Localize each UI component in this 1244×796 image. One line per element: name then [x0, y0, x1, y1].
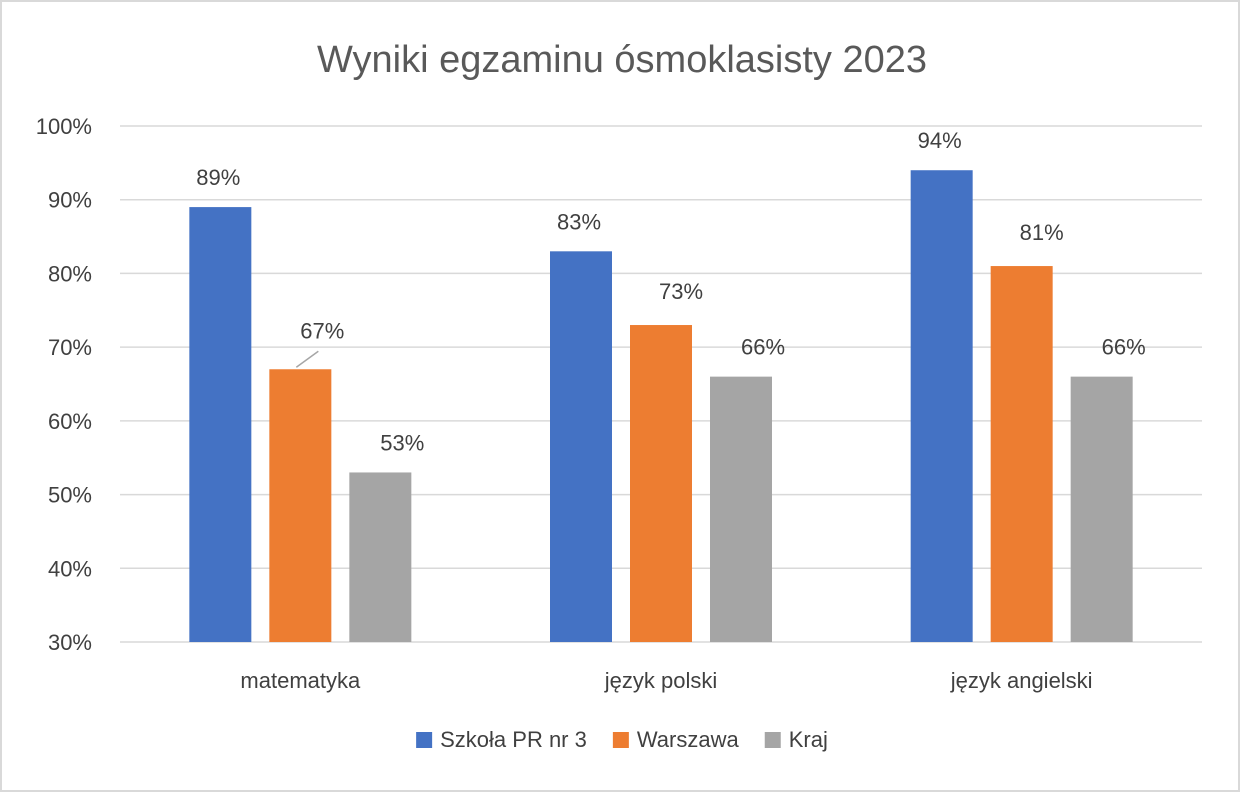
y-tick-label: 70% — [48, 335, 92, 360]
data-label: 81% — [1020, 220, 1064, 245]
legend: Szkoła PR nr 3 Warszawa Kraj — [416, 727, 828, 752]
legend-label: Warszawa — [637, 727, 740, 752]
bar — [710, 376, 772, 642]
x-category-label: język polski — [604, 668, 717, 693]
data-label: 66% — [1102, 335, 1146, 360]
data-label: 89% — [196, 165, 240, 190]
legend-label: Szkoła PR nr 3 — [440, 727, 587, 752]
y-tick-label: 90% — [48, 188, 92, 213]
y-tick-label: 80% — [48, 261, 92, 286]
data-label: 94% — [918, 128, 962, 153]
legend-label: Kraj — [789, 727, 828, 752]
bar — [990, 266, 1053, 642]
bar — [630, 325, 692, 642]
y-axis-ticks: 30% 40% 50% 60% 70% 80% 90% 100% — [36, 114, 92, 655]
data-label-leader — [295, 350, 319, 368]
data-labels: 89% 67% 53% 83% 73% 66% 94% 81% 66% — [196, 128, 1145, 455]
chart-title: Wyniki egzaminu ósmoklasisty 2023 — [317, 39, 927, 81]
data-label: 73% — [659, 279, 703, 304]
bar — [189, 207, 252, 643]
bars — [189, 170, 1133, 643]
y-tick-label: 30% — [48, 630, 92, 655]
bar — [550, 251, 612, 643]
bar — [349, 472, 412, 642]
bar — [910, 170, 973, 642]
legend-swatch — [612, 732, 629, 748]
x-category-label: język angielski — [950, 668, 1093, 693]
x-axis-categories: matematyka język polski język angielski — [240, 668, 1092, 693]
y-tick-label: 60% — [48, 409, 92, 434]
legend-swatch — [764, 732, 781, 748]
data-label: 83% — [557, 209, 601, 234]
y-tick-label: 100% — [36, 114, 92, 139]
x-category-label: matematyka — [240, 668, 361, 693]
bar — [1070, 376, 1133, 642]
data-label: 53% — [380, 430, 424, 455]
y-tick-label: 50% — [48, 483, 92, 508]
legend-swatch — [416, 732, 433, 748]
y-tick-label: 40% — [48, 556, 92, 581]
data-label: 67% — [300, 318, 344, 343]
bar — [269, 369, 332, 642]
data-label: 66% — [741, 335, 785, 360]
